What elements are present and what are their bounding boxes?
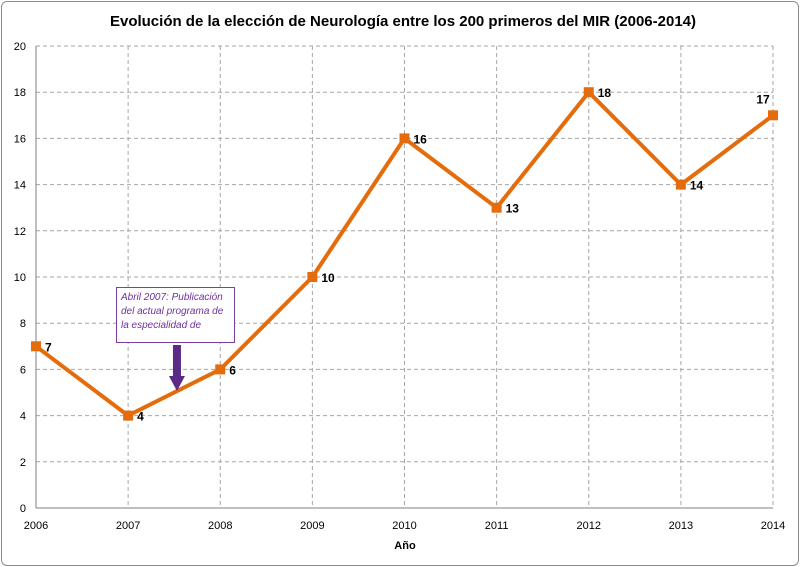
x-tick-2007: 2007 <box>116 520 140 532</box>
x-tick-2011: 2011 <box>485 520 509 532</box>
data-label-2011: 13 <box>506 202 520 216</box>
chart-title: Evolución de la elección de Neurología e… <box>110 13 696 30</box>
annotation-arrow-head <box>168 376 185 391</box>
data-label-2006: 7 <box>45 340 52 354</box>
data-labels: 7 4 6 10 16 13 18 14 17 <box>45 86 770 423</box>
marker-2007 <box>123 410 134 421</box>
grid <box>36 45 774 508</box>
annotation-arrow-shaft <box>172 345 181 377</box>
marker-2011 <box>491 202 502 213</box>
y-tick-20: 20 <box>14 41 26 53</box>
x-tick-2010: 2010 <box>392 520 416 532</box>
x-tick-2008: 2008 <box>208 520 232 532</box>
marker-2008 <box>215 364 226 375</box>
y-tick-2: 2 <box>20 457 26 469</box>
y-tick-4: 4 <box>20 411 26 423</box>
annotation-arrow <box>168 345 185 391</box>
data-label-2009: 10 <box>321 271 335 285</box>
x-axis-title: Año <box>394 540 416 552</box>
series-markers <box>31 87 778 421</box>
data-label-2007: 4 <box>137 410 144 424</box>
x-tick-2013: 2013 <box>669 520 693 532</box>
x-tick-2012: 2012 <box>577 520 601 532</box>
annotation-box: Abril 2007: Publicación del actual progr… <box>116 287 235 343</box>
y-tick-6: 6 <box>20 364 26 376</box>
marker-2010 <box>399 133 410 144</box>
x-tick-2014: 2014 <box>761 520 785 532</box>
y-tick-12: 12 <box>14 226 26 238</box>
x-tick-2006: 2006 <box>24 520 48 532</box>
data-label-2013: 14 <box>690 179 704 193</box>
y-tick-18: 18 <box>14 87 26 99</box>
marker-2012 <box>583 87 594 98</box>
y-tick-8: 8 <box>20 318 26 330</box>
x-tick-2009: 2009 <box>300 520 324 532</box>
marker-2009 <box>307 272 318 282</box>
x-tick-labels: 2006 2007 2008 2009 2010 2011 2012 2013 2014 <box>24 520 785 532</box>
data-label-2012: 18 <box>598 86 612 100</box>
data-label-2014: 17 <box>756 92 770 106</box>
marker-2006 <box>31 341 41 352</box>
axes <box>35 46 773 509</box>
y-tick-0: 0 <box>20 503 26 515</box>
y-tick-14: 14 <box>14 180 26 192</box>
marker-2014 <box>768 110 778 121</box>
data-label-2010: 16 <box>414 132 428 146</box>
data-label-2008: 6 <box>229 363 236 377</box>
y-tick-10: 10 <box>14 272 26 284</box>
y-tick-16: 16 <box>14 133 26 145</box>
y-tick-labels: 0 2 4 6 8 10 12 14 16 18 20 <box>14 41 26 515</box>
annotation-text: Abril 2007: Publicación del actual progr… <box>121 292 224 331</box>
marker-2013 <box>675 179 686 190</box>
